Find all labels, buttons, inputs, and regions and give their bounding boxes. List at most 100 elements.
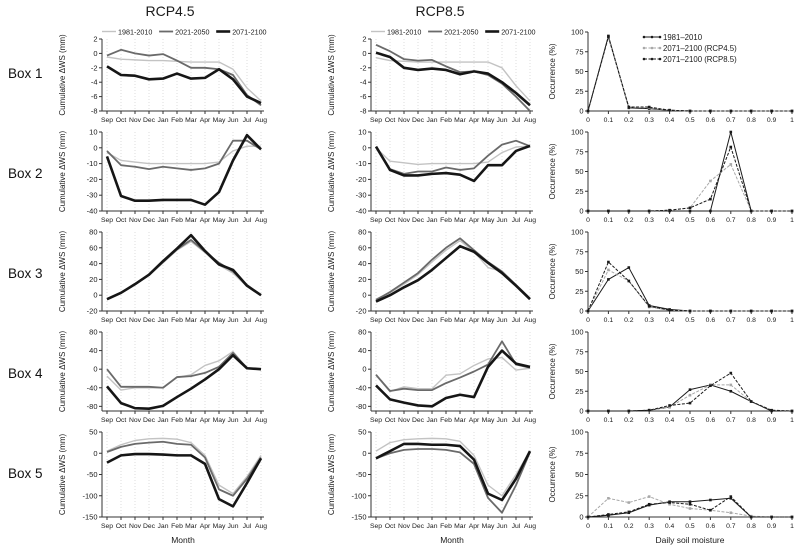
- svg-text:0: 0: [586, 217, 590, 224]
- svg-text:Feb: Feb: [440, 417, 452, 424]
- svg-text:0: 0: [362, 449, 366, 458]
- svg-text:Mar: Mar: [454, 217, 466, 224]
- svg-text:0.2: 0.2: [624, 523, 634, 530]
- svg-text:Feb: Feb: [171, 417, 183, 424]
- svg-text:Daily soil moisture: Daily soil moisture: [656, 535, 725, 545]
- svg-text:Aug: Aug: [524, 417, 536, 424]
- svg-text:100: 100: [571, 128, 584, 137]
- svg-text:Dec: Dec: [143, 523, 156, 530]
- svg-text:0: 0: [362, 291, 366, 300]
- series-2: [586, 371, 794, 413]
- svg-text:-20: -20: [87, 175, 98, 184]
- svg-text:Mar: Mar: [454, 117, 466, 124]
- svg-text:0: 0: [93, 365, 97, 374]
- svg-text:-20: -20: [87, 307, 98, 316]
- svg-text:Apr: Apr: [469, 217, 480, 224]
- series-1: [375, 448, 531, 514]
- svg-text:0: 0: [579, 107, 583, 116]
- svg-text:80: 80: [358, 228, 366, 237]
- svg-text:Oct: Oct: [385, 523, 396, 530]
- svg-text:-6: -6: [91, 92, 98, 101]
- svg-text:0.9: 0.9: [767, 417, 777, 424]
- svg-text:Apr: Apr: [469, 417, 480, 424]
- svg-text:0.6: 0.6: [706, 523, 716, 530]
- svg-text:0: 0: [93, 49, 97, 58]
- svg-text:-4: -4: [91, 78, 98, 87]
- svg-text:0: 0: [93, 143, 97, 152]
- svg-text:Jul: Jul: [243, 417, 252, 424]
- svg-text:Jan: Jan: [158, 217, 169, 224]
- svg-text:-40: -40: [356, 383, 367, 392]
- svg-text:Occurrence (%): Occurrence (%): [548, 243, 557, 299]
- svg-text:Mar: Mar: [454, 317, 466, 324]
- svg-text:2071-2100: 2071-2100: [232, 28, 266, 37]
- series-1: [375, 340, 531, 392]
- series-2: [106, 233, 262, 301]
- svg-text:Apr: Apr: [200, 217, 211, 224]
- svg-text:100: 100: [571, 28, 584, 37]
- svg-text:0.2: 0.2: [624, 417, 634, 424]
- svg-text:40: 40: [89, 259, 97, 268]
- svg-text:Nov: Nov: [129, 417, 142, 424]
- series-1: [586, 495, 794, 519]
- svg-text:60: 60: [358, 243, 366, 252]
- svg-text:100: 100: [571, 428, 584, 437]
- svg-text:Jul: Jul: [512, 117, 521, 124]
- svg-text:Nov: Nov: [398, 523, 411, 530]
- svg-text:Aug: Aug: [255, 317, 267, 324]
- svg-text:25: 25: [575, 491, 583, 500]
- series-1: [375, 43, 531, 112]
- svg-text:-150: -150: [82, 513, 97, 522]
- svg-text:Cumulative ΔWS (mm): Cumulative ΔWS (mm): [58, 433, 67, 515]
- series-1: [586, 383, 794, 413]
- svg-text:0.8: 0.8: [746, 523, 756, 530]
- svg-text:10: 10: [89, 128, 97, 137]
- svg-text:-8: -8: [91, 107, 98, 116]
- svg-text:Jun: Jun: [497, 523, 508, 530]
- svg-text:-20: -20: [356, 175, 367, 184]
- svg-text:Oct: Oct: [116, 523, 127, 530]
- svg-text:0: 0: [93, 449, 97, 458]
- svg-text:Sep: Sep: [370, 317, 382, 324]
- svg-text:Apr: Apr: [200, 117, 211, 124]
- svg-text:Cumulative ΔWS (mm): Cumulative ΔWS (mm): [327, 433, 336, 515]
- series-0: [586, 266, 794, 313]
- svg-text:May: May: [213, 217, 226, 224]
- svg-text:40: 40: [89, 346, 97, 355]
- series-2: [106, 452, 263, 508]
- svg-text:Cumulative ΔWS (mm): Cumulative ΔWS (mm): [58, 330, 67, 412]
- svg-text:Cumulative ΔWS (mm): Cumulative ΔWS (mm): [327, 230, 336, 312]
- svg-text:100: 100: [571, 228, 584, 237]
- svg-text:Apr: Apr: [200, 417, 211, 424]
- svg-text:-40: -40: [87, 383, 98, 392]
- column-title-rcp85: RCP8.5: [415, 3, 465, 19]
- series-2: [375, 349, 531, 408]
- svg-text:0.4: 0.4: [665, 117, 675, 124]
- svg-text:Apr: Apr: [469, 317, 480, 324]
- svg-text:0.8: 0.8: [746, 417, 756, 424]
- svg-text:Sep: Sep: [370, 117, 382, 124]
- series-0: [375, 57, 531, 102]
- svg-text:Jul: Jul: [512, 523, 521, 530]
- series-2: [586, 495, 794, 519]
- series-2: [374, 144, 531, 183]
- svg-text:Jun: Jun: [497, 217, 508, 224]
- svg-text:50: 50: [575, 67, 583, 76]
- svg-text:0.3: 0.3: [644, 117, 654, 124]
- svg-text:Dec: Dec: [143, 217, 156, 224]
- svg-text:-20: -20: [356, 307, 367, 316]
- svg-text:Mar: Mar: [185, 117, 197, 124]
- svg-text:0: 0: [586, 317, 590, 324]
- series-0: [375, 145, 531, 166]
- svg-text:Jan: Jan: [158, 417, 169, 424]
- svg-text:80: 80: [89, 328, 97, 337]
- svg-text:Jan: Jan: [427, 317, 438, 324]
- svg-text:May: May: [482, 523, 495, 530]
- svg-text:50: 50: [575, 267, 583, 276]
- svg-text:50: 50: [575, 367, 583, 376]
- svg-text:0.5: 0.5: [685, 217, 695, 224]
